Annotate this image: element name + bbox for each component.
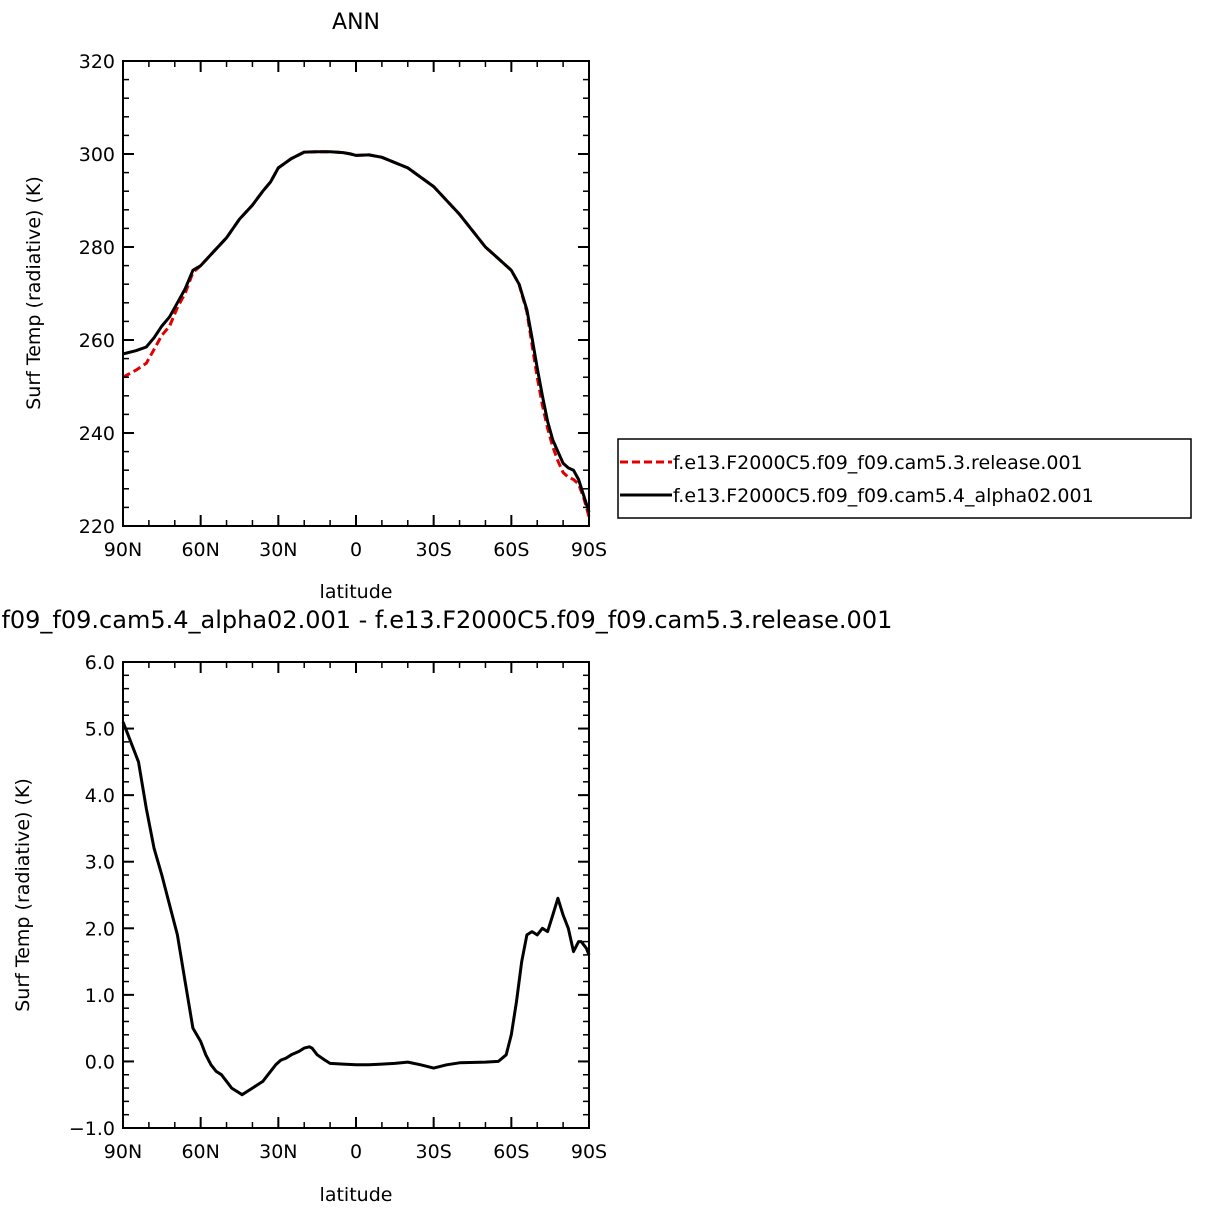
bottom-plot-frame bbox=[122, 661, 590, 1129]
top-panel: ANN Surf Temp (radiative) (K) latitude 9… bbox=[23, 10, 607, 603]
legend: f.e13.F2000C5.f09_f09.cam5.3.release.001… bbox=[617, 438, 1192, 519]
bottom-y-tick-label: 1.0 bbox=[85, 985, 115, 1007]
bottom-y-axis-label: Surf Temp (radiative) (K) bbox=[12, 778, 34, 1012]
top-x-tick-label: 90N bbox=[104, 539, 142, 561]
bottom-axes: 90N 60N 30N 0 30S 60S 90S −1.0 0.0 1.0 2.0 3.0 4.0 5.… bbox=[69, 652, 607, 1163]
bottom-chart-title: f.e13.F2000C5.f09_f09.cam5.4_alpha02.001… bbox=[0, 606, 892, 634]
bottom-panel: f.e13.F2000C5.f09_f09.cam5.4_alpha02.001… bbox=[0, 606, 892, 1206]
bottom-x-tick-label: 0 bbox=[350, 1141, 362, 1163]
bottom-x-tick-label: 90N bbox=[104, 1141, 142, 1163]
top-y-tick-label: 220 bbox=[79, 516, 115, 538]
legend-box bbox=[617, 438, 1192, 519]
top-y-axis-label: Surf Temp (radiative) (K) bbox=[23, 176, 45, 410]
top-y-tick-label: 300 bbox=[79, 144, 115, 166]
top-y-tick-label: 280 bbox=[79, 237, 115, 259]
bottom-y-tick-label: 4.0 bbox=[85, 785, 115, 807]
bottom-y-tick-label: −1.0 bbox=[69, 1118, 115, 1140]
top-x-tick-label: 30N bbox=[259, 539, 297, 561]
bottom-y-tick-label: 2.0 bbox=[85, 918, 115, 940]
top-x-tick-label: 60N bbox=[181, 539, 219, 561]
top-axes: 90N 60N 30N 0 30S 60S 90S 220 240 260 280 300 320 bbox=[79, 51, 607, 561]
bottom-y-tick-label: 6.0 bbox=[85, 652, 115, 674]
bottom-y-tick-label: 0.0 bbox=[85, 1051, 115, 1073]
top-chart-title: ANN bbox=[332, 10, 380, 35]
top-plot-frame bbox=[122, 60, 590, 527]
top-data-lines bbox=[122, 150, 591, 518]
top-x-tick-label: 60S bbox=[493, 539, 529, 561]
legend-label-release: f.e13.F2000C5.f09_f09.cam5.3.release.001 bbox=[673, 452, 1083, 474]
bottom-x-tick-label: 30N bbox=[259, 1141, 297, 1163]
bottom-y-tick-label: 3.0 bbox=[85, 852, 115, 874]
bottom-x-tick-label: 60S bbox=[493, 1141, 529, 1163]
legend-label-alpha02: f.e13.F2000C5.f09_f09.cam5.4_alpha02.001 bbox=[673, 485, 1094, 507]
top-x-axis-label: latitude bbox=[320, 581, 393, 603]
top-series-line-0 bbox=[122, 150, 591, 518]
bottom-x-tick-label: 30S bbox=[416, 1141, 452, 1163]
bottom-series-line-0 bbox=[121, 721, 591, 1097]
bottom-y-tick-label: 5.0 bbox=[85, 719, 115, 741]
bottom-x-tick-label: 90S bbox=[571, 1141, 607, 1163]
top-y-tick-label: 260 bbox=[79, 330, 115, 352]
top-y-tick-label: 240 bbox=[79, 423, 115, 445]
bottom-x-axis-label: latitude bbox=[320, 1184, 393, 1206]
top-x-tick-label: 0 bbox=[350, 539, 362, 561]
top-x-tick-label: 90S bbox=[571, 539, 607, 561]
top-series-line-1 bbox=[122, 150, 591, 513]
top-x-tick-label: 30S bbox=[416, 539, 452, 561]
top-y-tick-label: 320 bbox=[79, 51, 115, 73]
bottom-data-lines bbox=[121, 721, 591, 1097]
bottom-x-tick-label: 60N bbox=[181, 1141, 219, 1163]
